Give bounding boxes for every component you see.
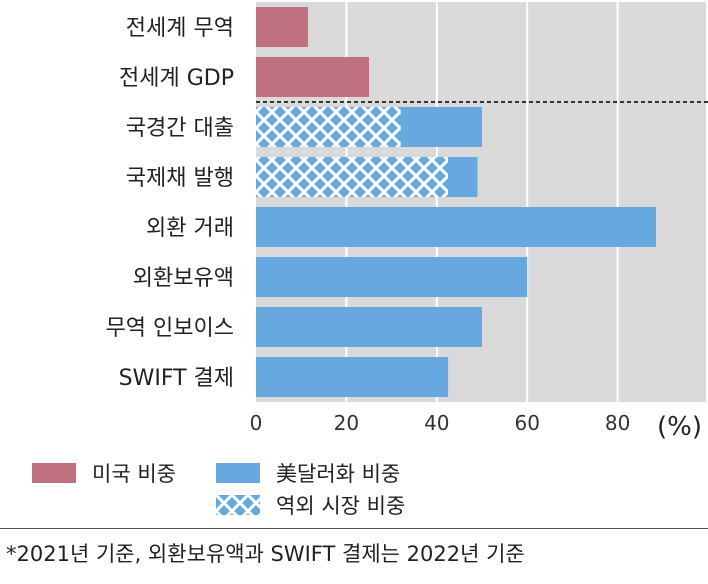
category-label-6: 무역 인보이스 [106,316,234,341]
legend-label-usd-share: 美달러화 비중 [276,462,401,486]
footnote-divider [0,528,708,529]
category-label-3: 국제채 발행 [126,166,234,191]
x-tick-label-0: 0 [250,411,263,435]
bar-2-3 [256,157,449,197]
x-tick-label-80: 80 [605,411,630,435]
bar-0-0 [256,7,308,47]
bar-1-6 [256,307,482,347]
legend-swatch-usd-share [216,463,260,483]
x-tick-label-40: 40 [424,411,449,435]
legend-item-us-share: 미국 비중 [32,458,176,488]
legend-swatch-us-share [32,463,76,483]
legend-item-offshore-share: 역외 시장 비중 [216,490,405,520]
bar-1-5 [256,257,528,297]
category-label-2: 국경간 대출 [126,116,234,141]
category-label-4: 외환 거래 [146,216,234,241]
legend-item-usd-share: 美달러화 비중 [216,458,400,488]
bar-1-4 [256,207,657,247]
x-tick-label-20: 20 [334,411,359,435]
category-label-0: 전세계 무역 [126,16,234,41]
category-label-1: 전세계 GDP [119,66,234,91]
category-label-7: SWIFT 결제 [119,366,234,391]
bar-0-1 [256,57,369,97]
x-tick-label-60: 60 [514,411,539,435]
legend-swatch-offshore-share [216,495,260,515]
footnote: *2021년 기준, 외환보유액과 SWIFT 결제는 2022년 기준 [6,542,525,566]
x-unit-label: (%) [657,412,702,442]
legend-label-us-share: 미국 비중 [92,462,176,486]
category-label-5: 외환보유액 [133,266,234,291]
bar-1-7 [256,357,449,397]
bar-2-2 [256,107,401,147]
legend-label-offshore-share: 역외 시장 비중 [276,494,406,518]
